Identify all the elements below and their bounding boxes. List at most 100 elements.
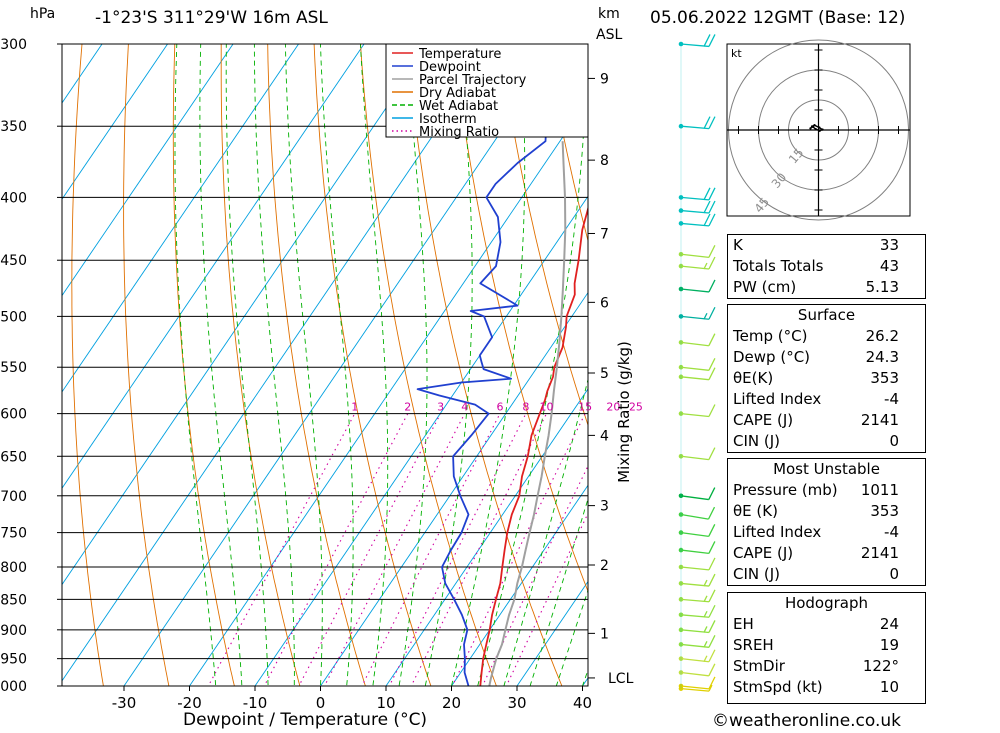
- wind-barb-flag: [708, 306, 716, 320]
- legend-entry-label: Dewpoint: [419, 60, 481, 75]
- dry-adiabat-line: [950, 7, 1000, 712]
- wind-barb-flag: [708, 404, 716, 417]
- dry-adiabat-line: [406, 44, 563, 686]
- index-row: K 33: [728, 235, 925, 256]
- x-tick-label: 30: [507, 694, 526, 712]
- wind-barb-half-flag: [703, 312, 708, 320]
- legend-box: [385, 43, 589, 138]
- wind-barb-half-flag: [703, 262, 708, 270]
- mixing-ratio-line: [451, 413, 586, 686]
- wind-barb-flag: [708, 524, 716, 537]
- surface-panel: Surface Temp (°C) 26.2 Dewp (°C) 24.3 θE(K) 35…: [727, 304, 926, 453]
- index-label: Lifted Index: [733, 523, 822, 541]
- wind-barb-flag: [708, 604, 716, 618]
- legend-entry-label: Temperature: [418, 47, 501, 62]
- wind-barb: [678, 573, 716, 587]
- index-row: Lifted Index -4: [728, 522, 925, 543]
- hodograph-point: [818, 126, 821, 129]
- wind-barb: [678, 358, 716, 371]
- index-value: 24.3: [865, 348, 899, 366]
- wind-barb-flag: [703, 187, 711, 201]
- wind-barb-half-flag: [703, 626, 708, 633]
- wind-barb: [678, 541, 716, 555]
- basic-indices-panel: K 33 Totals Totals 43 PW (cm) 5.13: [727, 234, 926, 299]
- index-value: 122°: [862, 657, 899, 675]
- wind-barb-staff: [680, 513, 709, 520]
- index-label: K: [733, 236, 743, 254]
- y-tick-label: 400: [0, 190, 27, 206]
- index-row: CAPE (J) 2141: [728, 543, 925, 564]
- wind-barb-flag: [703, 200, 711, 214]
- index-label: StmDir: [733, 657, 785, 675]
- index-value: 0: [889, 432, 899, 450]
- height-tick-label: 6: [600, 295, 609, 311]
- hodograph-point: [818, 129, 821, 132]
- isotherm-line: [385, 388, 588, 686]
- panel-title: Hodograph: [784, 594, 869, 612]
- mixing-ratio-label: 1: [351, 401, 358, 414]
- height-unit-asl: ASL: [596, 27, 623, 43]
- dry-adiabat-line: [452, 44, 588, 593]
- wind-barb: [678, 213, 716, 227]
- wind-barb: [678, 506, 716, 520]
- wind-barb: [678, 589, 716, 603]
- hodograph-point: [811, 125, 815, 128]
- wind-barb: [678, 279, 716, 293]
- wind-barb-station-dot: [678, 123, 684, 129]
- index-value: -4: [884, 523, 899, 541]
- wet-adiabat-line: [174, 44, 217, 686]
- most-unstable-panel: Most Unstable Pressure (mb) 1011 θE (K) 353 L…: [727, 458, 926, 586]
- hodograph-point: [809, 127, 812, 130]
- wind-barb: [678, 676, 716, 690]
- dry-adiabat-line: [545, 44, 588, 243]
- x-tick-label: -10: [243, 694, 268, 712]
- wind-barb-staff: [680, 549, 709, 555]
- y-tick-label: 850: [0, 592, 27, 608]
- mixing-ratio-line: [481, 464, 588, 686]
- wind-barb: [678, 306, 716, 320]
- index-value: 2141: [860, 544, 899, 562]
- wind-barb-staff: [680, 671, 709, 677]
- wet-adiabat-line: [319, 44, 354, 686]
- height-tick-label: 9: [600, 71, 609, 87]
- legend-entry-label: Isotherm: [419, 112, 477, 127]
- wet-adiabat-line: [359, 44, 389, 686]
- hodograph-unit-label: kt: [731, 47, 742, 60]
- wind-barb: [678, 620, 716, 634]
- wind-barb-half-flag: [703, 641, 708, 648]
- x-tick-label: 40: [573, 694, 592, 712]
- index-row: CIN (J) 0: [728, 431, 925, 452]
- index-row: Totals Totals 43: [728, 256, 925, 277]
- x-tick-label: 10: [376, 694, 395, 712]
- mixing-ratio-label: 4: [461, 401, 468, 414]
- index-label: PW (cm): [733, 278, 797, 296]
- index-row: CIN (J) 0: [728, 564, 925, 585]
- dewpoint-profile-line: [416, 44, 552, 686]
- height-tick-label: 7: [600, 226, 609, 242]
- wet-adiabat-line: [284, 44, 323, 686]
- index-value: 0: [889, 565, 899, 583]
- wind-barb-staff: [680, 412, 710, 418]
- wind-barb-staff: [680, 685, 710, 690]
- index-label: EH: [733, 615, 754, 633]
- mixing-ratio-line: [388, 413, 527, 686]
- mixing-ratio-label: 10: [539, 401, 553, 414]
- wind-barb-flag: [708, 649, 716, 663]
- wind-barb-flag: [708, 279, 716, 293]
- height-tick-label: 4: [600, 428, 609, 444]
- mixing-ratio-axis-title: Mixing Ratio (g/kg): [615, 341, 633, 483]
- index-row: StmSpd (kt) 10: [728, 677, 925, 698]
- index-row: Lifted Index -4: [728, 389, 925, 410]
- index-value: 33: [879, 236, 899, 254]
- lcl-label: LCL: [608, 671, 634, 687]
- hodograph-point: [821, 128, 824, 131]
- dry-adiabat-line: [267, 44, 366, 686]
- index-label: CIN (J): [733, 565, 781, 583]
- wind-barb-flag: [708, 557, 716, 571]
- wind-barb-flag: [708, 663, 716, 677]
- mixing-ratio-line: [323, 413, 466, 686]
- index-row: Dewp (°C) 24.3: [728, 347, 925, 368]
- index-row: Temp (°C) 26.2: [728, 326, 925, 347]
- index-label: θE(K): [733, 369, 774, 387]
- index-label: Totals Totals: [733, 257, 824, 275]
